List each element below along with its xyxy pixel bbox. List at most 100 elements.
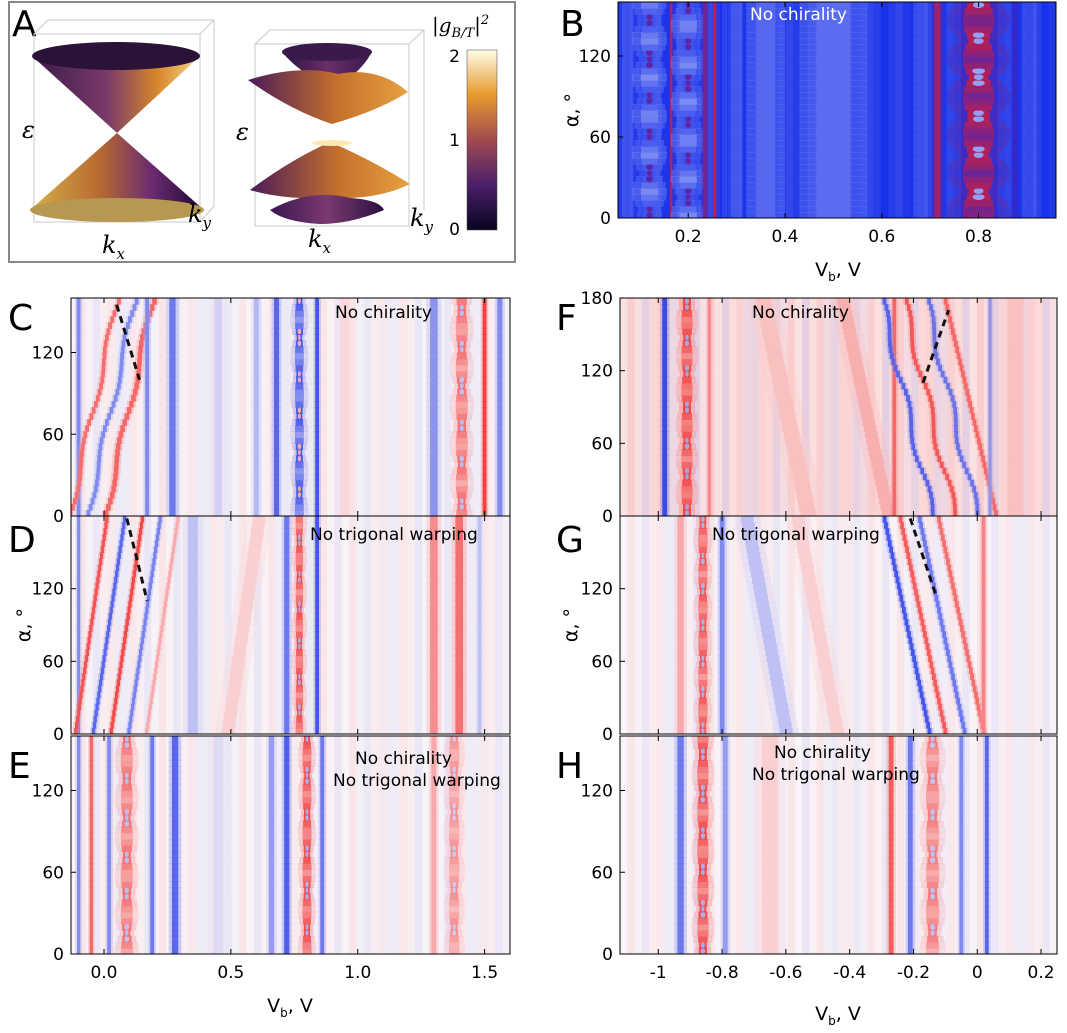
band-halo (931, 20, 944, 27)
band-halo (136, 655, 143, 662)
panel-letter: C (8, 298, 33, 339)
band-halo (148, 814, 156, 822)
band-halo (114, 437, 124, 444)
band-halo (208, 923, 229, 931)
band-halo (266, 881, 277, 888)
band-cell (703, 122, 708, 129)
band-halo (1022, 68, 1037, 75)
band-cell (150, 869, 155, 876)
band-cell (77, 606, 81, 614)
band-cell (320, 929, 325, 937)
braid-node (685, 152, 692, 158)
band-halo (237, 576, 263, 584)
texture-stripe (100, 298, 108, 516)
band-cell (268, 857, 274, 864)
band-cell (118, 546, 122, 553)
band-halo (83, 425, 91, 432)
band-cell (145, 419, 149, 426)
band-halo (116, 546, 124, 553)
band-cell (284, 802, 290, 810)
band-cell (169, 340, 176, 348)
band-cell (302, 748, 312, 755)
band-cell (145, 388, 149, 396)
band-halo (208, 893, 229, 901)
band-halo (166, 509, 179, 516)
band-halo (168, 851, 182, 858)
band-cell (707, 407, 711, 414)
band-halo (451, 413, 473, 420)
band-halo (675, 352, 699, 360)
band-halo (475, 522, 484, 529)
braid-node (646, 134, 653, 140)
band-cell (150, 947, 155, 954)
band-halo (948, 62, 1009, 69)
band-halo (334, 364, 356, 372)
band-cell (624, 92, 631, 99)
band-halo (428, 893, 439, 901)
band-cell (284, 766, 290, 773)
braid-node (124, 851, 129, 858)
band-cell (816, 68, 851, 75)
texture-stripe (488, 516, 496, 734)
band-halo (102, 522, 110, 529)
band-halo (111, 582, 119, 590)
band-cell (171, 778, 179, 786)
band-cell (295, 516, 303, 523)
braid-node (459, 497, 464, 504)
braid-node (297, 455, 302, 462)
texture-stripe (414, 516, 423, 734)
band-cell (662, 473, 668, 481)
band-cell (253, 364, 259, 372)
band-halo (144, 721, 151, 729)
band-halo (948, 164, 1009, 171)
band-halo (949, 200, 1008, 207)
band-cell (268, 941, 274, 949)
band-cell (76, 503, 81, 511)
texture-stripe (1049, 298, 1057, 516)
y-tick-label: 0 (53, 945, 64, 965)
band-cell (107, 851, 111, 858)
band-cell (340, 455, 351, 463)
band-cell (315, 479, 319, 487)
band-cell (294, 394, 304, 402)
band-cell (482, 497, 487, 505)
band-halo (730, 44, 743, 51)
band-cell (670, 212, 673, 218)
band-halo (166, 473, 179, 481)
band-cell (681, 394, 693, 402)
band-halo (128, 709, 135, 717)
band-halo (313, 449, 321, 457)
braid-node (973, 188, 984, 194)
band-halo (313, 709, 321, 717)
band-halo (669, 182, 674, 189)
band-cell (235, 631, 249, 638)
band-halo (730, 176, 743, 183)
band-cell (150, 790, 155, 798)
band-cell (713, 86, 716, 93)
texture-stripe (678, 298, 686, 516)
braid-node (297, 407, 302, 413)
band-cell (169, 310, 176, 317)
band-cell (315, 322, 319, 329)
band-halo (746, 50, 785, 57)
band-cell (157, 643, 161, 650)
band-halo (677, 479, 697, 487)
band-halo (621, 134, 634, 141)
band-cell (934, 182, 941, 189)
band-halo (291, 558, 307, 566)
band-cell (816, 170, 851, 177)
band-cell (103, 509, 109, 516)
band-halo (143, 449, 151, 457)
band-cell (246, 558, 260, 566)
band-halo (450, 334, 473, 341)
texture-stripe (341, 736, 350, 954)
band-cell (274, 376, 280, 384)
band-cell (187, 540, 198, 547)
band-cell (964, 200, 994, 207)
band-cell (916, 182, 925, 189)
band-cell (214, 407, 222, 414)
band-cell (723, 80, 726, 87)
band-halo (746, 122, 785, 129)
band-halo (290, 310, 309, 317)
band-cell (430, 370, 438, 378)
